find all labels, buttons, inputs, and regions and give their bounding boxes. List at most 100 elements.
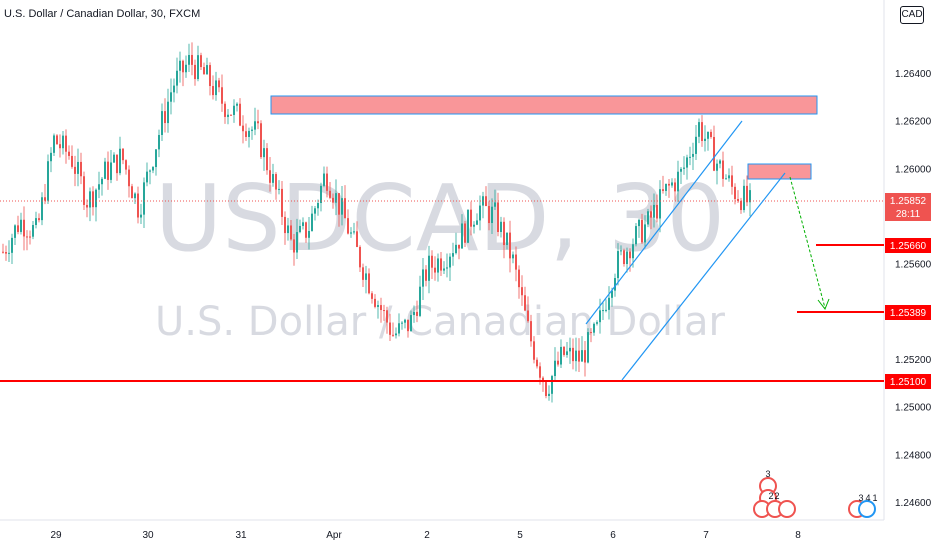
candle-body	[614, 278, 616, 291]
candle-body	[263, 148, 265, 158]
candle-body	[395, 333, 397, 336]
candle-body	[221, 87, 223, 104]
candle-body	[14, 225, 16, 238]
current-price-badge: 1.25852 28:11	[885, 193, 931, 221]
candle-body	[377, 305, 379, 307]
candle-body	[632, 244, 634, 259]
candle-body	[629, 251, 631, 259]
currency-badge[interactable]: CAD	[900, 6, 924, 24]
candle-body	[536, 359, 538, 367]
candle-body	[611, 290, 613, 298]
candle-body	[407, 319, 409, 332]
candle-body	[668, 183, 670, 186]
resistance-zone[interactable]	[270, 95, 818, 115]
candle-body	[260, 123, 262, 158]
candle-body	[350, 232, 352, 234]
candle-body	[131, 186, 133, 199]
candle-body	[98, 184, 100, 190]
candle-body	[362, 267, 364, 280]
candle-body	[602, 310, 604, 312]
event-markers-group-2[interactable]: 3 4 1	[848, 493, 878, 518]
candle-body	[23, 219, 25, 237]
candle-body	[245, 131, 247, 137]
time-tick-label: 7	[703, 530, 709, 541]
candle-body	[29, 236, 31, 238]
event-markers-group-1[interactable]: 3 2 2	[753, 469, 796, 518]
candle-body	[164, 111, 166, 124]
candle-body	[689, 156, 691, 158]
candle-body	[140, 214, 142, 218]
projection-arrow[interactable]	[789, 176, 826, 309]
candle-body	[353, 231, 355, 233]
candle-body	[284, 216, 286, 234]
candle-body	[590, 332, 592, 334]
candle-body	[650, 211, 652, 218]
candle-body	[155, 149, 157, 168]
us-flag-icon[interactable]	[858, 500, 876, 518]
candle-body	[677, 171, 679, 192]
time-axis[interactable]: 29 30 31 Apr 2 5 6 7 8	[50, 530, 801, 541]
price-tick-label: 1.24600	[895, 498, 932, 509]
candle-body	[449, 256, 451, 268]
candle-body	[740, 200, 742, 211]
candle-body	[266, 148, 268, 171]
candle-body	[560, 346, 562, 365]
candle-body	[347, 218, 349, 234]
time-tick-label: 6	[610, 530, 616, 541]
candle-body	[17, 225, 19, 232]
candle-body	[569, 347, 571, 352]
candle-body	[206, 65, 208, 75]
level-badge-3-text: 1.25100	[890, 377, 927, 388]
candle-body	[413, 311, 415, 316]
candle-body	[167, 101, 169, 124]
candle-body	[554, 360, 556, 377]
candle-body	[746, 185, 748, 203]
candle-body	[695, 136, 697, 154]
candle-body	[143, 182, 145, 215]
candle-body	[134, 193, 136, 199]
candle-body	[89, 191, 91, 208]
candle-body	[713, 136, 715, 171]
candle-body	[617, 251, 619, 279]
candle-body	[335, 193, 337, 203]
candle-body	[371, 293, 373, 299]
candle-body	[392, 334, 394, 336]
candle-body	[491, 206, 493, 224]
price-axis[interactable]: 1.264001.262001.260001.258001.256001.254…	[895, 69, 932, 509]
candle-body	[524, 295, 526, 311]
candle-body	[503, 221, 505, 246]
candle-body	[383, 310, 385, 312]
time-tick-label: 2	[424, 530, 430, 541]
candle-body	[314, 208, 316, 214]
price-tick-label: 1.25000	[895, 403, 932, 414]
candle-body	[119, 148, 121, 174]
us-flag-icon[interactable]	[778, 500, 796, 518]
candle-body	[533, 341, 535, 360]
candle-body	[269, 170, 271, 183]
candle-body	[545, 382, 547, 396]
supply-zone[interactable]	[747, 163, 812, 180]
candle-body	[344, 198, 346, 219]
candle-body	[698, 122, 700, 137]
channel-upper-line[interactable]	[585, 120, 743, 325]
candle-body	[32, 224, 34, 237]
candle-body	[434, 267, 436, 273]
candle-body	[575, 350, 577, 362]
candle-body	[476, 220, 478, 225]
candle-body	[176, 70, 178, 86]
candle-body	[749, 190, 751, 203]
candle-body	[734, 186, 736, 200]
price-tick-label: 1.26200	[895, 117, 932, 128]
candle-body	[44, 197, 46, 201]
channel-lower-line[interactable]	[621, 172, 786, 381]
watermark-name: U.S. Dollar / Canadian Dollar	[155, 299, 726, 345]
candle-body	[338, 193, 340, 215]
time-tick-label: 29	[50, 530, 62, 541]
candle-body	[149, 170, 151, 172]
candle-body	[683, 167, 685, 169]
candle-body	[248, 130, 250, 137]
candle-body	[296, 232, 298, 253]
candle-body	[725, 178, 727, 180]
candle-body	[92, 191, 94, 208]
